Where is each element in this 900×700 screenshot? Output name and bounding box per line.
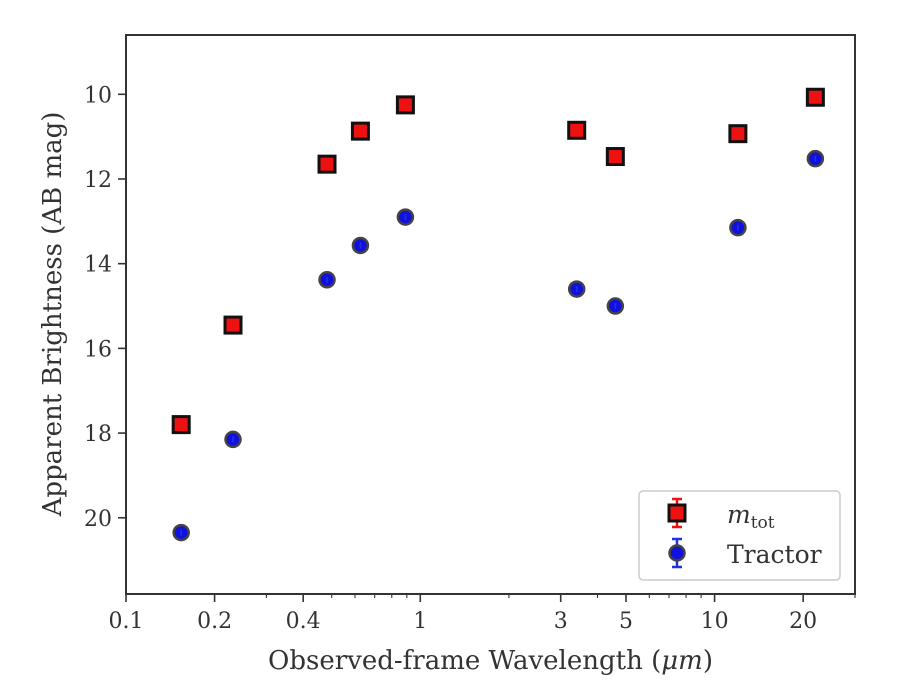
data-point-mtot (605, 147, 625, 167)
legend-label-tractor: Tractor (727, 540, 822, 569)
legend-label-mtot: mtot (727, 500, 775, 533)
data-point-mtot (223, 315, 243, 335)
data-points (171, 87, 825, 542)
legend-tractor-symbol (668, 544, 686, 562)
x-tick-label: 1 (413, 609, 427, 634)
data-point-tractor (729, 218, 747, 237)
data-point-tractor (396, 208, 415, 226)
data-point-mtot (171, 415, 191, 435)
y-tick-label: 20 (84, 507, 112, 532)
x-tick-label: 0.2 (197, 609, 232, 634)
x-tick-label: 20 (789, 609, 817, 634)
x-tick-label: 5 (619, 609, 633, 634)
x-tick-label: 0.1 (109, 609, 144, 634)
data-point-mtot (728, 124, 748, 144)
x-axis-label: Observed-frame Wavelength (μm) (268, 646, 713, 676)
data-point-mtot (317, 154, 337, 174)
x-tick-label: 10 (701, 609, 729, 634)
legend-marker-mtot (667, 497, 687, 529)
y-tick-label: 16 (84, 337, 112, 362)
data-point-tractor (224, 430, 242, 449)
data-point-tractor (567, 280, 586, 298)
y-tick-label: 14 (84, 253, 112, 278)
data-point-tractor (351, 236, 370, 255)
data-point-tractor (806, 149, 825, 168)
x-tick-label: 3 (554, 609, 568, 634)
tick-labels: 0.1 0.2 0.4 1 3 5 10 20 10 12 14 16 18 20 (84, 83, 817, 634)
legend-mtot-symbol (667, 503, 687, 523)
y-tick-label: 10 (84, 83, 112, 108)
y-tick-label: 18 (84, 422, 112, 447)
y-tick-label: 12 (84, 168, 112, 193)
legend: mtot Tractor (638, 490, 841, 581)
legend-marker-tractor (668, 537, 686, 569)
legend-frame (638, 490, 841, 581)
data-point-mtot (395, 95, 415, 115)
plot-area-frame (125, 34, 856, 595)
x-tick-label: 0.4 (286, 609, 321, 634)
data-point-mtot (805, 87, 825, 107)
data-point-mtot (567, 120, 587, 140)
data-point-tractor (318, 271, 336, 289)
data-point-tractor (172, 523, 190, 542)
data-point-tractor (606, 297, 625, 315)
data-point-mtot (350, 121, 370, 141)
y-axis-label: Apparent Brightness (AB mag) (38, 112, 68, 518)
